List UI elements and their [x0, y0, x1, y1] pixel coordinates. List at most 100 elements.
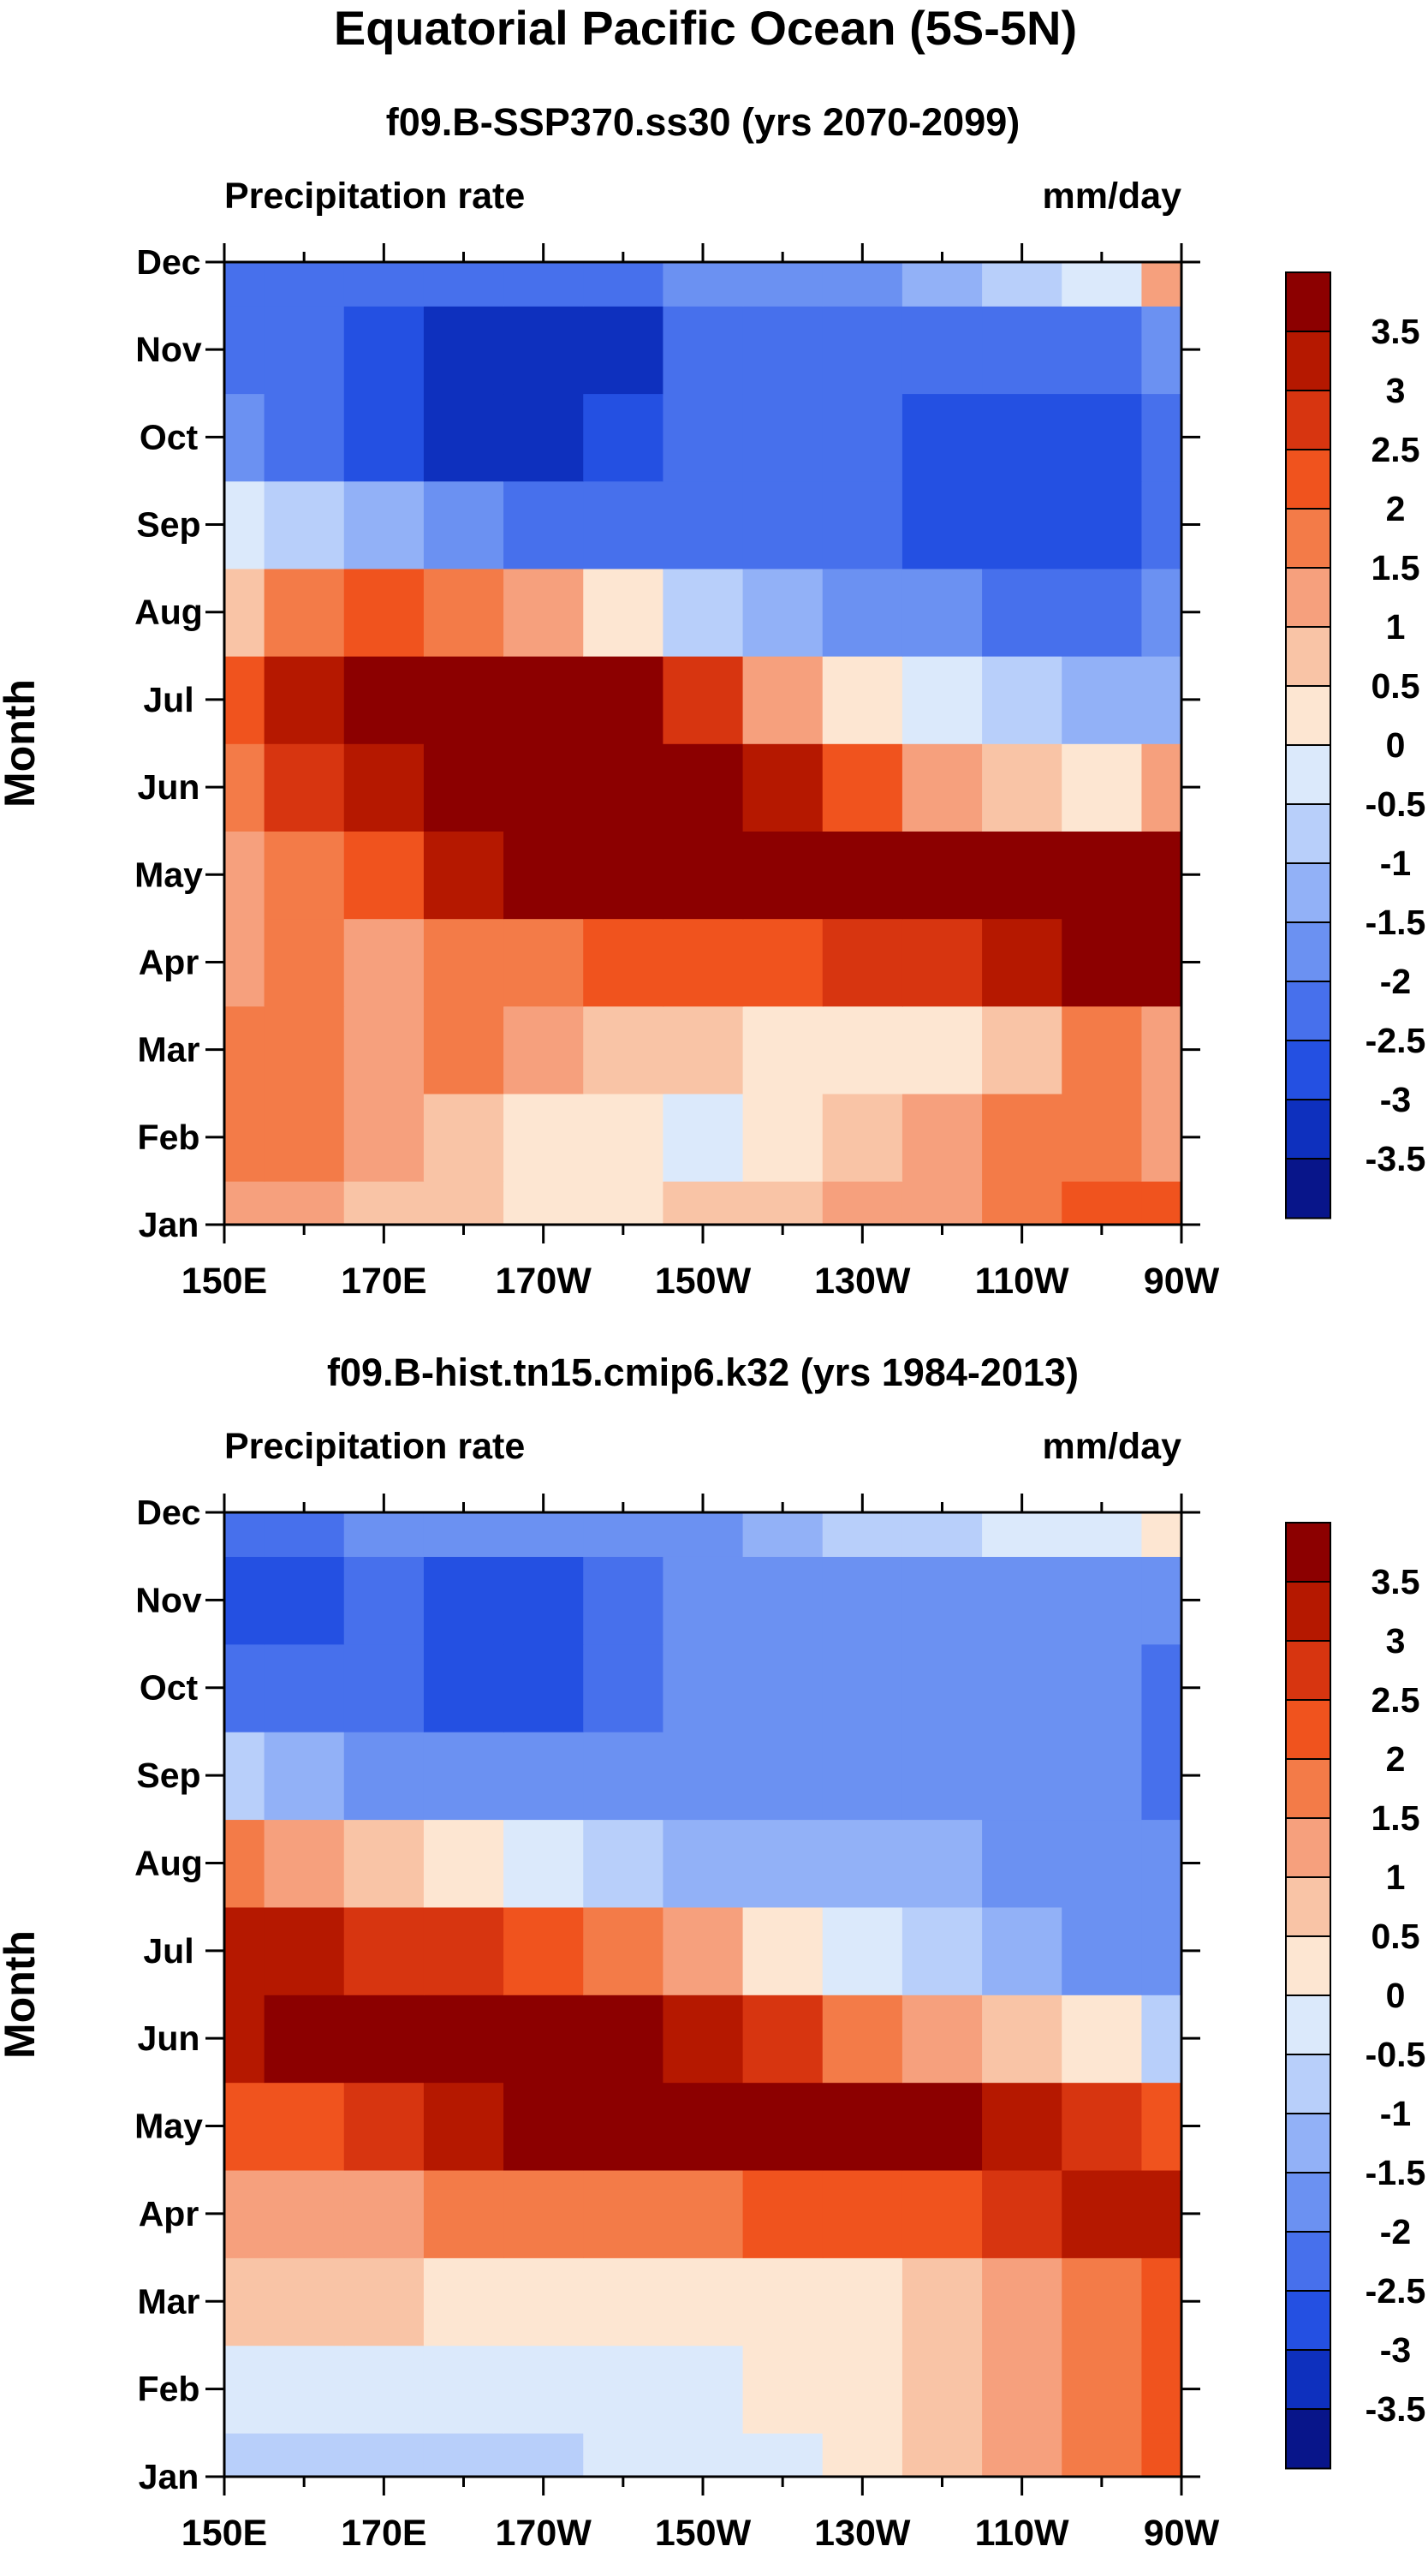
heatmap-cell [224, 831, 265, 920]
heatmap-cell [1141, 306, 1181, 395]
heatmap-cell [343, 306, 425, 395]
heatmap-cell [822, 2345, 903, 2434]
heatmap-cell [663, 743, 744, 832]
heatmap-cell [822, 306, 903, 395]
heatmap-cell [822, 2432, 903, 2477]
heatmap-cell [982, 2345, 1063, 2434]
y-tick-label: May [134, 855, 203, 894]
heatmap-cell [343, 2432, 425, 2477]
heatmap-cell [423, 2169, 504, 2258]
colorbar-box [1285, 2113, 1331, 2174]
heatmap-cell [264, 1731, 345, 1821]
heatmap-cell [742, 1512, 824, 1557]
y-tick-label: Mar [138, 2281, 200, 2321]
colorbar-box [1285, 1581, 1331, 1643]
heatmap-cell [1062, 2169, 1143, 2258]
heatmap-cell [1141, 1093, 1181, 1182]
heatmap-cell [1141, 2432, 1181, 2477]
heatmap-cell [503, 306, 585, 395]
heatmap-cell [503, 1643, 585, 1732]
colorbar-box [1285, 1522, 1331, 1583]
y-tick-label: Jan [139, 1205, 199, 1244]
heatmap-cell [982, 1643, 1063, 1732]
heatmap-cell [583, 918, 664, 1007]
heatmap-cell [224, 568, 265, 657]
heatmap-cell [1141, 918, 1181, 1007]
heatmap-cell [264, 2257, 345, 2346]
x-tick-label: 130W [814, 1261, 911, 1302]
colorbar-box [1285, 626, 1331, 688]
heatmap-cell [742, 2169, 824, 2258]
heatmap-cell [982, 1180, 1063, 1225]
y-tick-label: Jul [143, 680, 193, 719]
heatmap-cell [822, 1512, 903, 1557]
heatmap-cell [423, 262, 504, 307]
y-tick-label: Dec [136, 1493, 200, 1532]
colorbar: 3.5 3 2.5 2 1.5 1 0.5 0 -0.5 -1 -1.5 -2 -2.5 -3 -3.5 [1285, 271, 1425, 1219]
heatmap-cell [1141, 1731, 1181, 1821]
heatmap-cell [264, 1995, 345, 2084]
y-tick-label: Dec [136, 242, 200, 282]
heatmap-cell [901, 306, 983, 395]
heatmap-cell [663, 2082, 744, 2171]
heatmap-cell [503, 1995, 585, 2084]
heatmap-cell [822, 2169, 903, 2258]
heatmap-cell [583, 1731, 664, 1821]
x-tick-label: 110W [975, 2513, 1069, 2554]
heatmap-cell [503, 918, 585, 1007]
heatmap-cell [1141, 1556, 1181, 1645]
heatmap-cell [583, 1093, 664, 1182]
heatmap-cell [343, 918, 425, 1007]
heatmap-cell [423, 2345, 504, 2434]
heatmap-cell [224, 2169, 265, 2258]
heatmap-cell [264, 918, 345, 1007]
colorbar-box [1285, 1935, 1331, 1997]
heatmap-cell [423, 1512, 504, 1557]
heatmap-cell [1062, 2082, 1143, 2171]
heatmap-cell [264, 1512, 345, 1557]
y-tick-label: Jan [139, 2457, 199, 2496]
heatmap-cell [343, 2345, 425, 2434]
colorbar-box [1285, 2349, 1331, 2411]
heatmap-cell [663, 1731, 744, 1821]
heatmap-cell [822, 655, 903, 744]
heatmap-cell [583, 1180, 664, 1225]
heatmap-cell [822, 743, 903, 832]
heatmap-cell [423, 743, 504, 832]
heatmap-cell [901, 1093, 983, 1182]
figure-title: Equatorial Pacific Ocean (5S-5N) [334, 1, 1077, 55]
x-tick-label: 150W [655, 1261, 752, 1302]
colorbar-box [1285, 803, 1331, 865]
y-tick-label: Jul [143, 1931, 193, 1971]
heatmap-cell [901, 2169, 983, 2258]
colorbar-box [1285, 2231, 1331, 2293]
heatmap-cell [1062, 743, 1143, 832]
heatmap-cell [901, 1180, 983, 1225]
heatmap-cell [1062, 655, 1143, 744]
heatmap-cell [583, 262, 664, 307]
heatmap-cell [423, 393, 504, 482]
heatmap-cell [423, 1093, 504, 1182]
colorbar-label: 1.5 [1371, 1798, 1420, 1838]
heatmap-cell [663, 1906, 744, 1995]
heatmap-cell [503, 1556, 585, 1645]
heatmap-cell [1062, 2257, 1143, 2346]
panels: f09.B-SSP370.ss30 (yrs 2070-2099) Precipi… [0, 100, 1425, 2554]
heatmap-cell [264, 743, 345, 832]
heatmap-cell [1141, 568, 1181, 657]
heatmap-cell [663, 655, 744, 744]
heatmap-cell [343, 831, 425, 920]
colorbar-label: -3 [1380, 1080, 1411, 1119]
colorbar-label: 2 [1386, 1739, 1406, 1779]
colorbar-label: 0.5 [1371, 666, 1420, 706]
variable-label: Precipitation rate [224, 1426, 525, 1467]
heatmap-cell [224, 1512, 265, 1557]
heatmap-cell [663, 1643, 744, 1732]
y-tick-label: Oct [140, 1668, 199, 1708]
heatmap-cell [1141, 1512, 1181, 1557]
heatmap-cell [663, 2169, 744, 2258]
colorbar-box [1285, 1699, 1331, 1761]
heatmap-cell [742, 1093, 824, 1182]
heatmap-cell [583, 831, 664, 920]
